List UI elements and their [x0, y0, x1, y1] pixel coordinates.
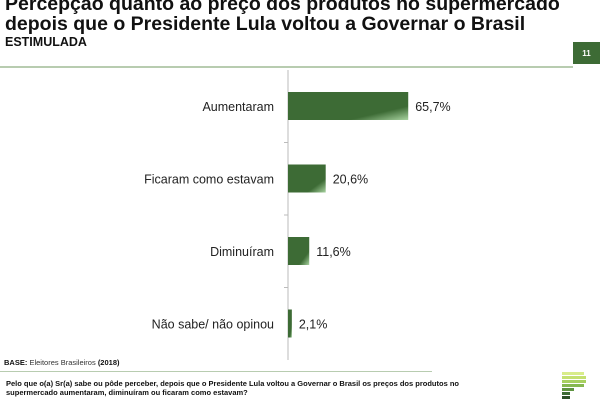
category-label: Não sabe/ não opinou — [152, 318, 274, 332]
page-subtitle: ESTIMULADA — [5, 35, 87, 49]
bar — [288, 237, 310, 265]
data-label: 11,6% — [316, 245, 351, 259]
footer-divider — [0, 371, 432, 372]
category-label: Diminuíram — [210, 245, 274, 259]
survey-question: Pelo que o(a) Sr(a) sabe ou pôde percebe… — [6, 379, 460, 397]
category-label: Aumentaram — [202, 100, 274, 114]
base-note: BASE: Eleitores Brasileiros (2018) — [4, 358, 120, 367]
page-number: 11 — [573, 42, 600, 64]
base-year: (2018) — [97, 358, 120, 367]
data-label: 20,6% — [333, 173, 368, 187]
bar-chart: Aumentaram 65,7% Ficaram como estavam 20,6%… — [144, 70, 451, 360]
data-label: 2,1% — [299, 318, 328, 332]
data-label: 65,7% — [415, 100, 450, 114]
logo-icon — [562, 372, 586, 399]
category-label: Ficaram como estavam — [144, 173, 274, 187]
base-label: BASE: — [4, 358, 28, 367]
page-title: Percepção quanto ao preço dos produtos n… — [5, 0, 560, 35]
base-text: Eleitores Brasileiros — [29, 358, 96, 367]
bar — [288, 92, 409, 120]
header-divider — [0, 66, 573, 68]
bar — [288, 309, 292, 338]
bar — [288, 164, 326, 193]
